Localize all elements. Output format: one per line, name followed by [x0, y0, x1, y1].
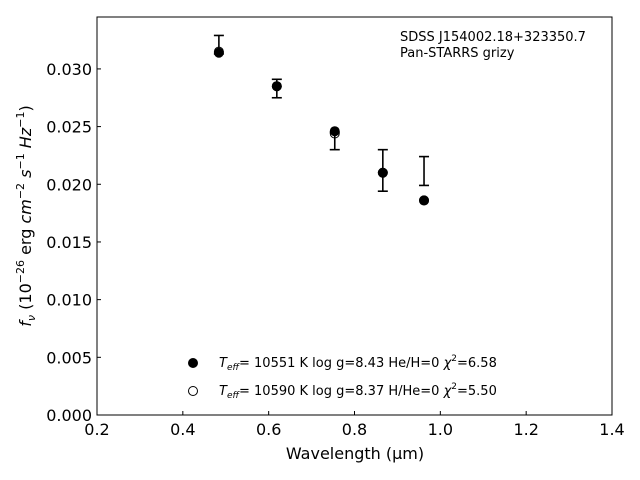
x-tick-label: 0.8 [342, 420, 367, 439]
error-bars [213, 34, 430, 192]
x-tick-label: 1.0 [428, 420, 453, 439]
y-tick-label: 0.010 [46, 291, 92, 310]
y-tick-label: 0.020 [46, 175, 92, 194]
x-tick-label: 0.2 [84, 420, 109, 439]
legend-marker-open [188, 386, 198, 396]
model-point-open [419, 195, 430, 206]
model-point-open [329, 128, 340, 139]
x-tick-label: 0.4 [170, 420, 195, 439]
data-points [213, 46, 430, 206]
legend-label-1: Teff= 10551 K log g=8.43 He/H=0 χ2=6.58 [219, 354, 497, 373]
plot-area: 0.2 0.4 0.6 0.8 1.0 1.2 1.4 0.0000.0050.0100.0… [46, 16, 625, 439]
x-tick-label: 1.2 [513, 420, 538, 439]
x-tick-label: 1.4 [599, 420, 624, 439]
legend-label-2: Teff= 10590 K log g=8.37 H/He=0 χ2=5.50 [219, 382, 497, 401]
model-point-open [271, 81, 282, 92]
model-point-open [377, 167, 388, 178]
y-tick-label: 0.000 [46, 406, 92, 425]
model-point-open [213, 46, 224, 57]
observed-flux-errorbar [419, 155, 430, 187]
y-axis-ticks: 0.000 0.005 0.010 0.015 0.020 0.025 0.030 [46, 60, 101, 425]
x-axis-title: Wavelength (μm) [286, 444, 424, 463]
legend: Teff= 10551 K log g=8.43 He/H=0 χ2=6.58 … [188, 354, 497, 401]
model-point-filled [329, 126, 340, 137]
y-tick-label: 0.005 [46, 348, 92, 367]
y-tick-label: 0.015 [46, 233, 92, 252]
x-axis-ticks: 0.2 0.4 0.6 0.8 1.0 1.2 1.4 [84, 411, 625, 439]
y-axis-title: fν (10−26 erg cm−2 s−1 Hz−1) [14, 105, 38, 326]
annotation-object-name: SDSS J154002.18+323350.7 [400, 30, 586, 45]
y-tick-label: 0.030 [46, 60, 92, 79]
x-tick-label: 0.6 [256, 420, 281, 439]
annotation-survey: Pan-STARRS grizy [400, 46, 515, 61]
legend-marker-filled [188, 358, 198, 368]
y-tick-label: 0.025 [46, 118, 92, 137]
